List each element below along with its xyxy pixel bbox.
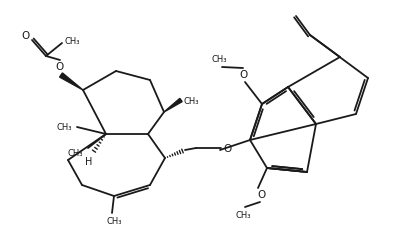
Text: O: O <box>224 144 232 154</box>
Text: O: O <box>258 190 266 200</box>
Text: CH₃: CH₃ <box>67 149 83 159</box>
Text: O: O <box>21 31 29 41</box>
Text: CH₃: CH₃ <box>183 98 199 107</box>
Text: CH₃: CH₃ <box>235 210 251 219</box>
Text: CH₃: CH₃ <box>211 55 227 65</box>
Text: O: O <box>240 70 248 80</box>
Text: CH₃: CH₃ <box>56 123 72 133</box>
Text: O: O <box>56 62 64 72</box>
Text: CH₃: CH₃ <box>106 216 122 226</box>
Text: CH₃: CH₃ <box>64 37 80 46</box>
Polygon shape <box>60 73 83 90</box>
Polygon shape <box>164 98 182 112</box>
Text: H: H <box>85 157 93 167</box>
